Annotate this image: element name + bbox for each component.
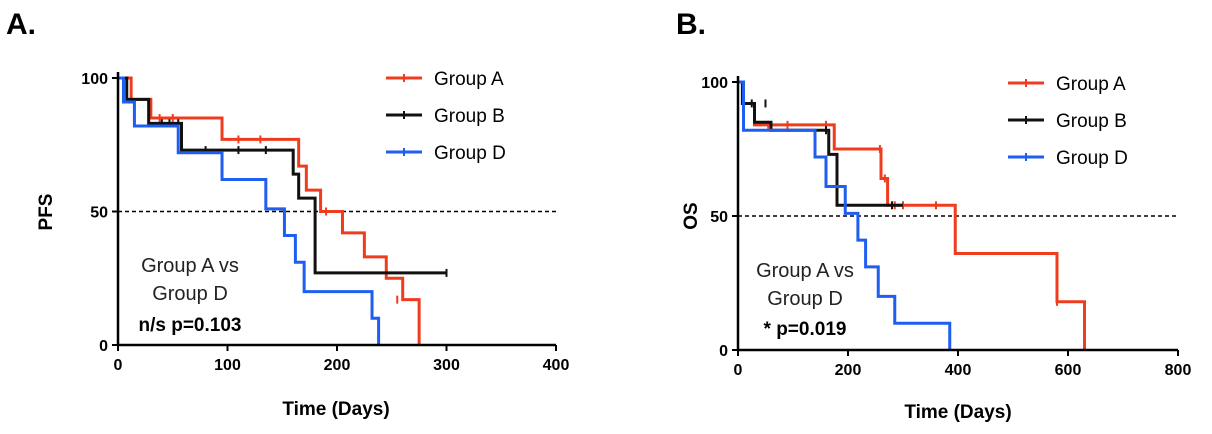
x-tick-label-b-0: 0 [734, 362, 743, 379]
x-axis-title-b: Time (Days) [904, 402, 1011, 423]
panel-a: A. 0 100 200 300 400 0 50 100 Time (Days) PFS G… [6, 8, 569, 420]
x-tick-label-b-800: 800 [1165, 362, 1192, 379]
series-line-a-group-b [118, 76, 447, 275]
annotation-b: Group A vs Group D * p=0.019 [756, 260, 854, 340]
y-tick-label-b-50: 50 [710, 209, 728, 226]
legend-label-a-group-b: Group B [434, 106, 505, 127]
series-line-b-group-d [738, 80, 952, 350]
x-tick-label-a-100: 100 [214, 357, 241, 374]
legend-label-b-group-a: Group A [1056, 74, 1126, 95]
x-tick-label-a-400: 400 [543, 357, 570, 374]
y-axis-title-a: PFS [36, 194, 57, 231]
x-tick-label-b-400: 400 [945, 362, 972, 379]
panel-b: B. 0 200 400 600 800 0 50 100 Time (Days) OS Gr… [676, 8, 1191, 423]
series-line-b-group-b [738, 80, 903, 207]
panel-letter-b: B. [676, 8, 706, 41]
annotation-b-pvalue: * p=0.019 [764, 319, 847, 340]
panel-letter-a: A. [6, 8, 36, 41]
y-tick-label-a-50: 50 [90, 205, 108, 222]
annotation-a-line-1: Group A vs [141, 255, 239, 277]
x-axis-title-a: Time (Days) [282, 399, 389, 420]
annotation-a-pvalue: n/s p=0.103 [139, 315, 242, 336]
y-tick-label-b-100: 100 [701, 75, 728, 92]
x-tick-label-b-600: 600 [1055, 362, 1082, 379]
x-tick-label-a-300: 300 [433, 357, 460, 374]
y-axis-title-b: OS [681, 202, 702, 229]
legend-label-a-group-a: Group A [434, 69, 504, 90]
annotation-b-line-1: Group A vs [756, 260, 854, 282]
legend-label-b-group-d: Group D [1056, 148, 1128, 169]
annotation-a-line-2: Group D [152, 283, 228, 305]
series-line-a-group-d [118, 76, 381, 345]
legend-label-b-group-b: Group B [1056, 111, 1127, 132]
annotation-a: Group A vs Group D n/s p=0.103 [139, 255, 242, 336]
y-tick-label-a-0: 0 [99, 338, 108, 355]
series-line-a-group-a [118, 76, 421, 345]
y-tick-label-b-0: 0 [719, 343, 728, 360]
annotation-b-line-2: Group D [767, 288, 843, 310]
legend-label-a-group-d: Group D [434, 143, 506, 164]
x-tick-label-a-200: 200 [324, 357, 351, 374]
y-tick-label-a-100: 100 [81, 71, 108, 88]
x-tick-label-b-200: 200 [835, 362, 862, 379]
x-tick-label-a-0: 0 [114, 357, 123, 374]
